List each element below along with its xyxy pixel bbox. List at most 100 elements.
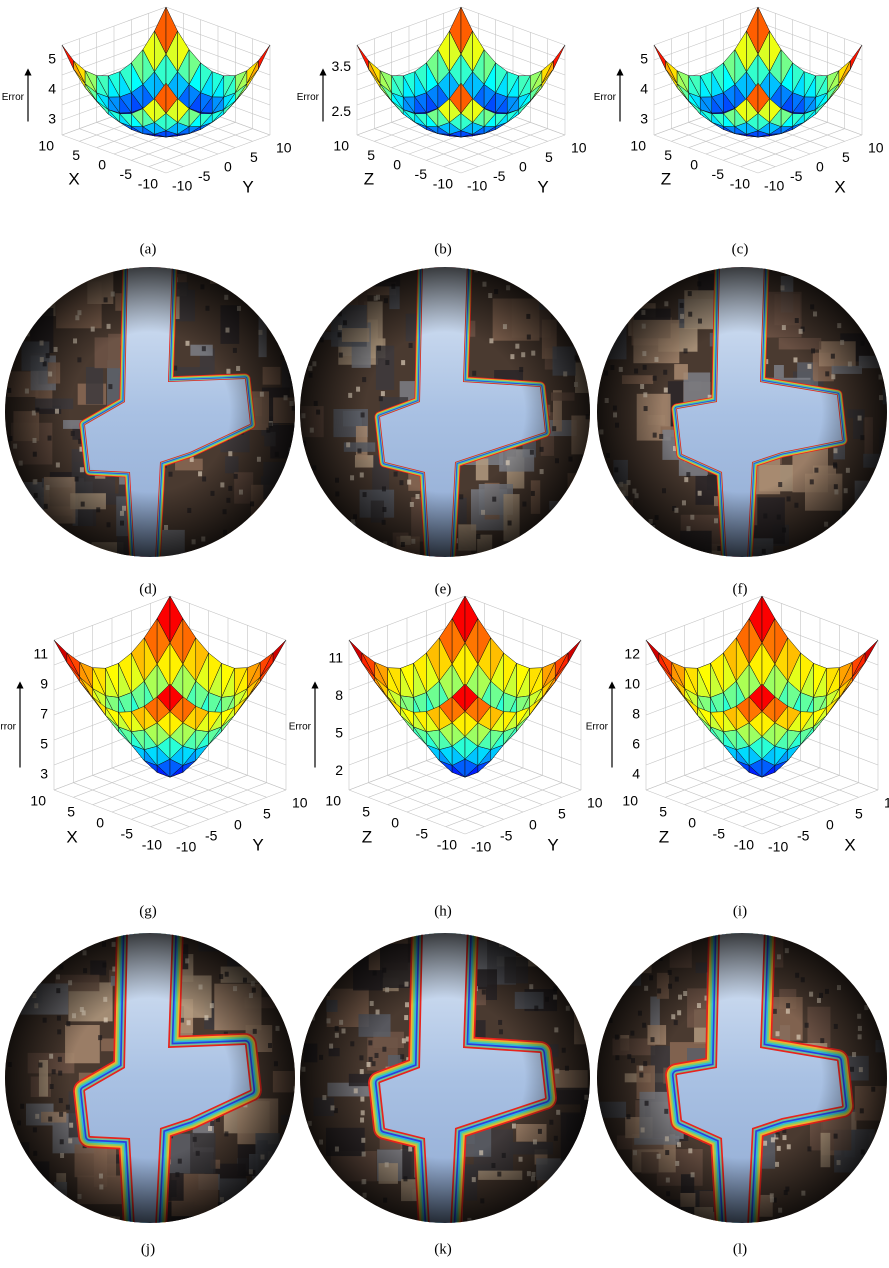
window: [34, 520, 39, 526]
window: [348, 275, 353, 281]
caption: (f): [733, 581, 748, 597]
z-tick-label: 5: [640, 51, 648, 67]
surface-facet: [348, 639, 363, 664]
surface-facet: [177, 98, 190, 124]
window: [882, 1220, 887, 1223]
axis2-tick-label: -5: [493, 168, 506, 184]
wall-grid: [150, 782, 267, 827]
axis2-tick-label: -10: [764, 178, 784, 194]
window: [602, 1009, 607, 1015]
window: [290, 343, 295, 349]
axis2-tick-label: 10: [868, 140, 884, 156]
window: [609, 1156, 614, 1162]
axis2-tick-label: -10: [467, 178, 487, 194]
building: [773, 556, 803, 557]
window: [552, 520, 557, 526]
wall-grid: [653, 134, 759, 174]
axis2-tick-label: -5: [797, 828, 810, 844]
window: [877, 292, 882, 298]
surface-plot: 4 6 8 10 12 Error 10 5 0 -5 -10 Z -10 -5 0 5 10 X: [586, 595, 889, 855]
building: [617, 500, 634, 544]
window: [666, 1218, 671, 1223]
fisheye-image: [5, 267, 295, 557]
window: [5, 326, 10, 332]
surface-facet: [356, 44, 369, 70]
window: [870, 1146, 875, 1152]
wall-grid: [757, 6, 863, 46]
surface-facet: [769, 98, 782, 124]
z-tick-label: 2: [335, 762, 343, 778]
surface-facet: [221, 706, 236, 728]
z-tick-label: 11: [33, 646, 48, 662]
axis1-tick-label: -5: [416, 826, 429, 842]
window: [338, 1196, 343, 1202]
surface-facet: [792, 113, 805, 128]
axis2-tick-label: 0: [826, 817, 834, 833]
window: [667, 942, 672, 948]
window: [587, 1029, 590, 1035]
building: [580, 975, 590, 1000]
axis2-tick-label: 10: [587, 795, 603, 811]
window: [212, 938, 217, 944]
building: [292, 458, 295, 494]
window: [241, 1194, 246, 1200]
surface-facet: [472, 98, 485, 124]
surface-facet: [554, 662, 569, 683]
z-tick-label: 6: [632, 736, 640, 752]
building: [524, 547, 558, 557]
surface-facet: [757, 82, 770, 115]
building: [252, 1173, 295, 1213]
z-tick-label: 3: [640, 111, 648, 127]
window: [8, 1008, 13, 1014]
window: [347, 294, 352, 300]
building: [840, 510, 868, 554]
axis1-tick-label: -5: [712, 166, 725, 182]
building: [649, 1204, 672, 1215]
building: [621, 1214, 635, 1223]
window: [359, 551, 364, 557]
window: [572, 502, 577, 508]
window: [12, 328, 17, 334]
window: [9, 1123, 14, 1129]
window: [875, 522, 880, 528]
z-label: Error: [586, 722, 609, 733]
surface-facet: [541, 68, 554, 89]
window: [530, 946, 535, 952]
vignette: [300, 933, 590, 1223]
window: [831, 1210, 836, 1216]
axis1-tick-label: -10: [138, 176, 158, 192]
window: [285, 526, 290, 532]
axis2-tick-label: 10: [884, 795, 889, 811]
building: [282, 1187, 295, 1223]
window: [807, 943, 812, 949]
building: [860, 307, 887, 327]
window: [552, 944, 557, 950]
window: [525, 279, 530, 285]
z-tick-label: 8: [335, 687, 343, 703]
window: [352, 291, 357, 297]
window: [250, 946, 255, 952]
wall-grid: [645, 789, 763, 835]
axis1-tick-label: 10: [325, 793, 341, 809]
axis2-tick-label: 10: [292, 795, 308, 811]
window: [311, 322, 316, 328]
surface-facet: [542, 681, 556, 700]
axis2-tick-label: 5: [250, 149, 258, 165]
window: [35, 285, 40, 291]
axis1-label: Z: [362, 827, 372, 846]
window: [209, 550, 214, 556]
axis2-label: X: [834, 177, 845, 196]
axis2-tick-label: 5: [263, 806, 271, 822]
axis1-label: Z: [659, 827, 669, 846]
window: [284, 335, 289, 341]
wall-grid: [356, 6, 462, 46]
surface-plot: 3 4 5 Error 10 5 0 -5 -10 X -10 -5 0 5 10 Y: [2, 6, 292, 196]
window: [249, 1195, 254, 1201]
surface-facet: [813, 706, 828, 728]
window: [555, 1197, 560, 1203]
building: [607, 954, 624, 997]
window: [252, 530, 257, 536]
window: [323, 1198, 328, 1204]
surface-facet: [165, 82, 178, 115]
building: [231, 1214, 263, 1223]
